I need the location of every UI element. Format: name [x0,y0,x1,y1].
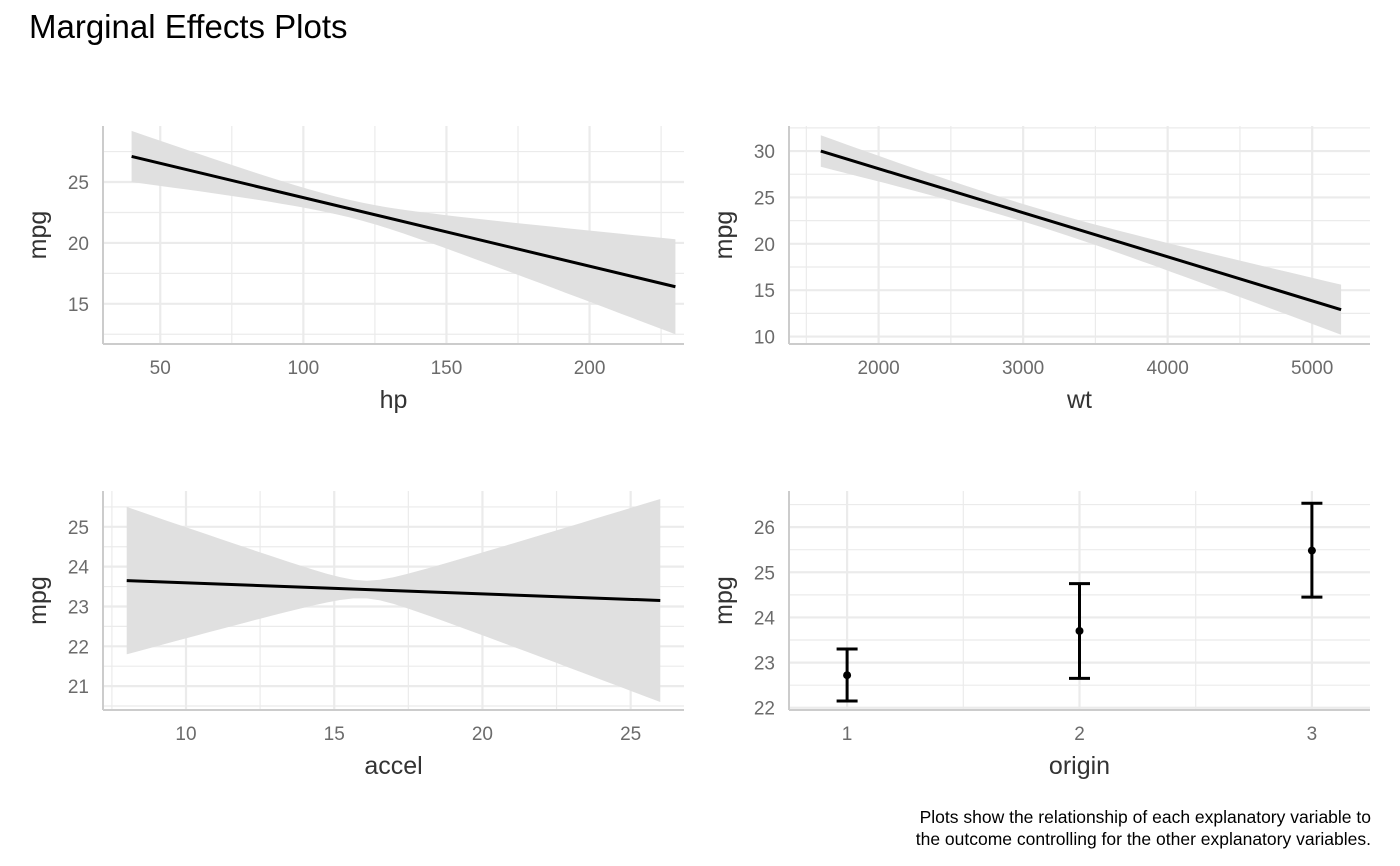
x-axis-title: wt [1066,386,1092,414]
y-tick-label: 23 [68,597,89,618]
x-tick-label: 20 [472,724,493,745]
x-tick-label: 1 [842,724,853,745]
point-estimate [843,671,852,680]
x-tick-label: 4000 [1147,358,1189,379]
x-tick-label: 3 [1307,724,1318,745]
confidence-band [820,135,1342,335]
y-tick-label: 25 [754,563,775,584]
confidence-band [131,130,676,335]
y-tick-label: 20 [68,234,89,255]
y-axis-title: mpg [24,211,52,260]
x-tick-label: 150 [431,358,463,379]
x-tick-label: 25 [620,724,641,745]
x-tick-label: 10 [175,724,196,745]
y-tick-label: 24 [68,558,90,579]
y-tick-label: 20 [754,235,775,256]
y-tick-label: 22 [754,699,775,720]
page-title: Marginal Effects Plots [29,8,348,45]
panel-accel: 10 15 20 25 21 22 23 24 25 accel mpg [24,491,684,780]
x-tick-label: 50 [150,358,171,379]
y-tick-label: 23 [754,654,775,675]
point-estimate [1307,546,1316,555]
y-tick-label: 10 [754,328,775,349]
x-axis-title: origin [1049,752,1110,780]
y-tick-label: 15 [68,295,89,316]
y-tick-label: 22 [68,637,89,658]
x-tick-label: 2000 [857,358,899,379]
y-tick-label: 25 [68,518,89,539]
y-tick-label: 30 [754,142,775,163]
x-tick-label: 2 [1074,724,1085,745]
fitted-line [820,149,1342,312]
y-axis-title: mpg [710,576,738,625]
figure-caption: Plots show the relationship of each expl… [916,806,1371,850]
x-tick-label: 100 [287,358,319,379]
point-estimate [1075,626,1084,635]
y-axis-title: mpg [24,576,52,625]
y-tick-label: 21 [68,677,89,698]
y-tick-label: 26 [754,518,775,539]
panel-wt: 2000 3000 4000 5000 10 15 20 25 30 wt mpg [710,126,1370,414]
confidence-band [126,499,661,702]
x-tick-label: 15 [324,724,345,745]
caption-line-1: Plots show the relationship of each expl… [919,807,1371,827]
panel-hp: 50 100 150 200 15 20 25 hp mpg [24,126,684,414]
x-tick-label: 5000 [1291,358,1333,379]
y-tick-label: 25 [754,188,775,209]
y-tick-label: 24 [754,608,776,629]
x-tick-label: 3000 [1002,358,1044,379]
y-tick-label: 25 [68,173,89,194]
x-axis-title: accel [364,752,422,780]
y-axis-title: mpg [710,211,738,260]
caption-line-2: the outcome controlling for the other ex… [915,829,1371,849]
fitted-line [131,154,676,289]
fitted-line [126,579,661,602]
x-tick-label: 200 [574,358,606,379]
x-axis-title: hp [380,386,408,414]
y-tick-label: 15 [754,281,775,302]
